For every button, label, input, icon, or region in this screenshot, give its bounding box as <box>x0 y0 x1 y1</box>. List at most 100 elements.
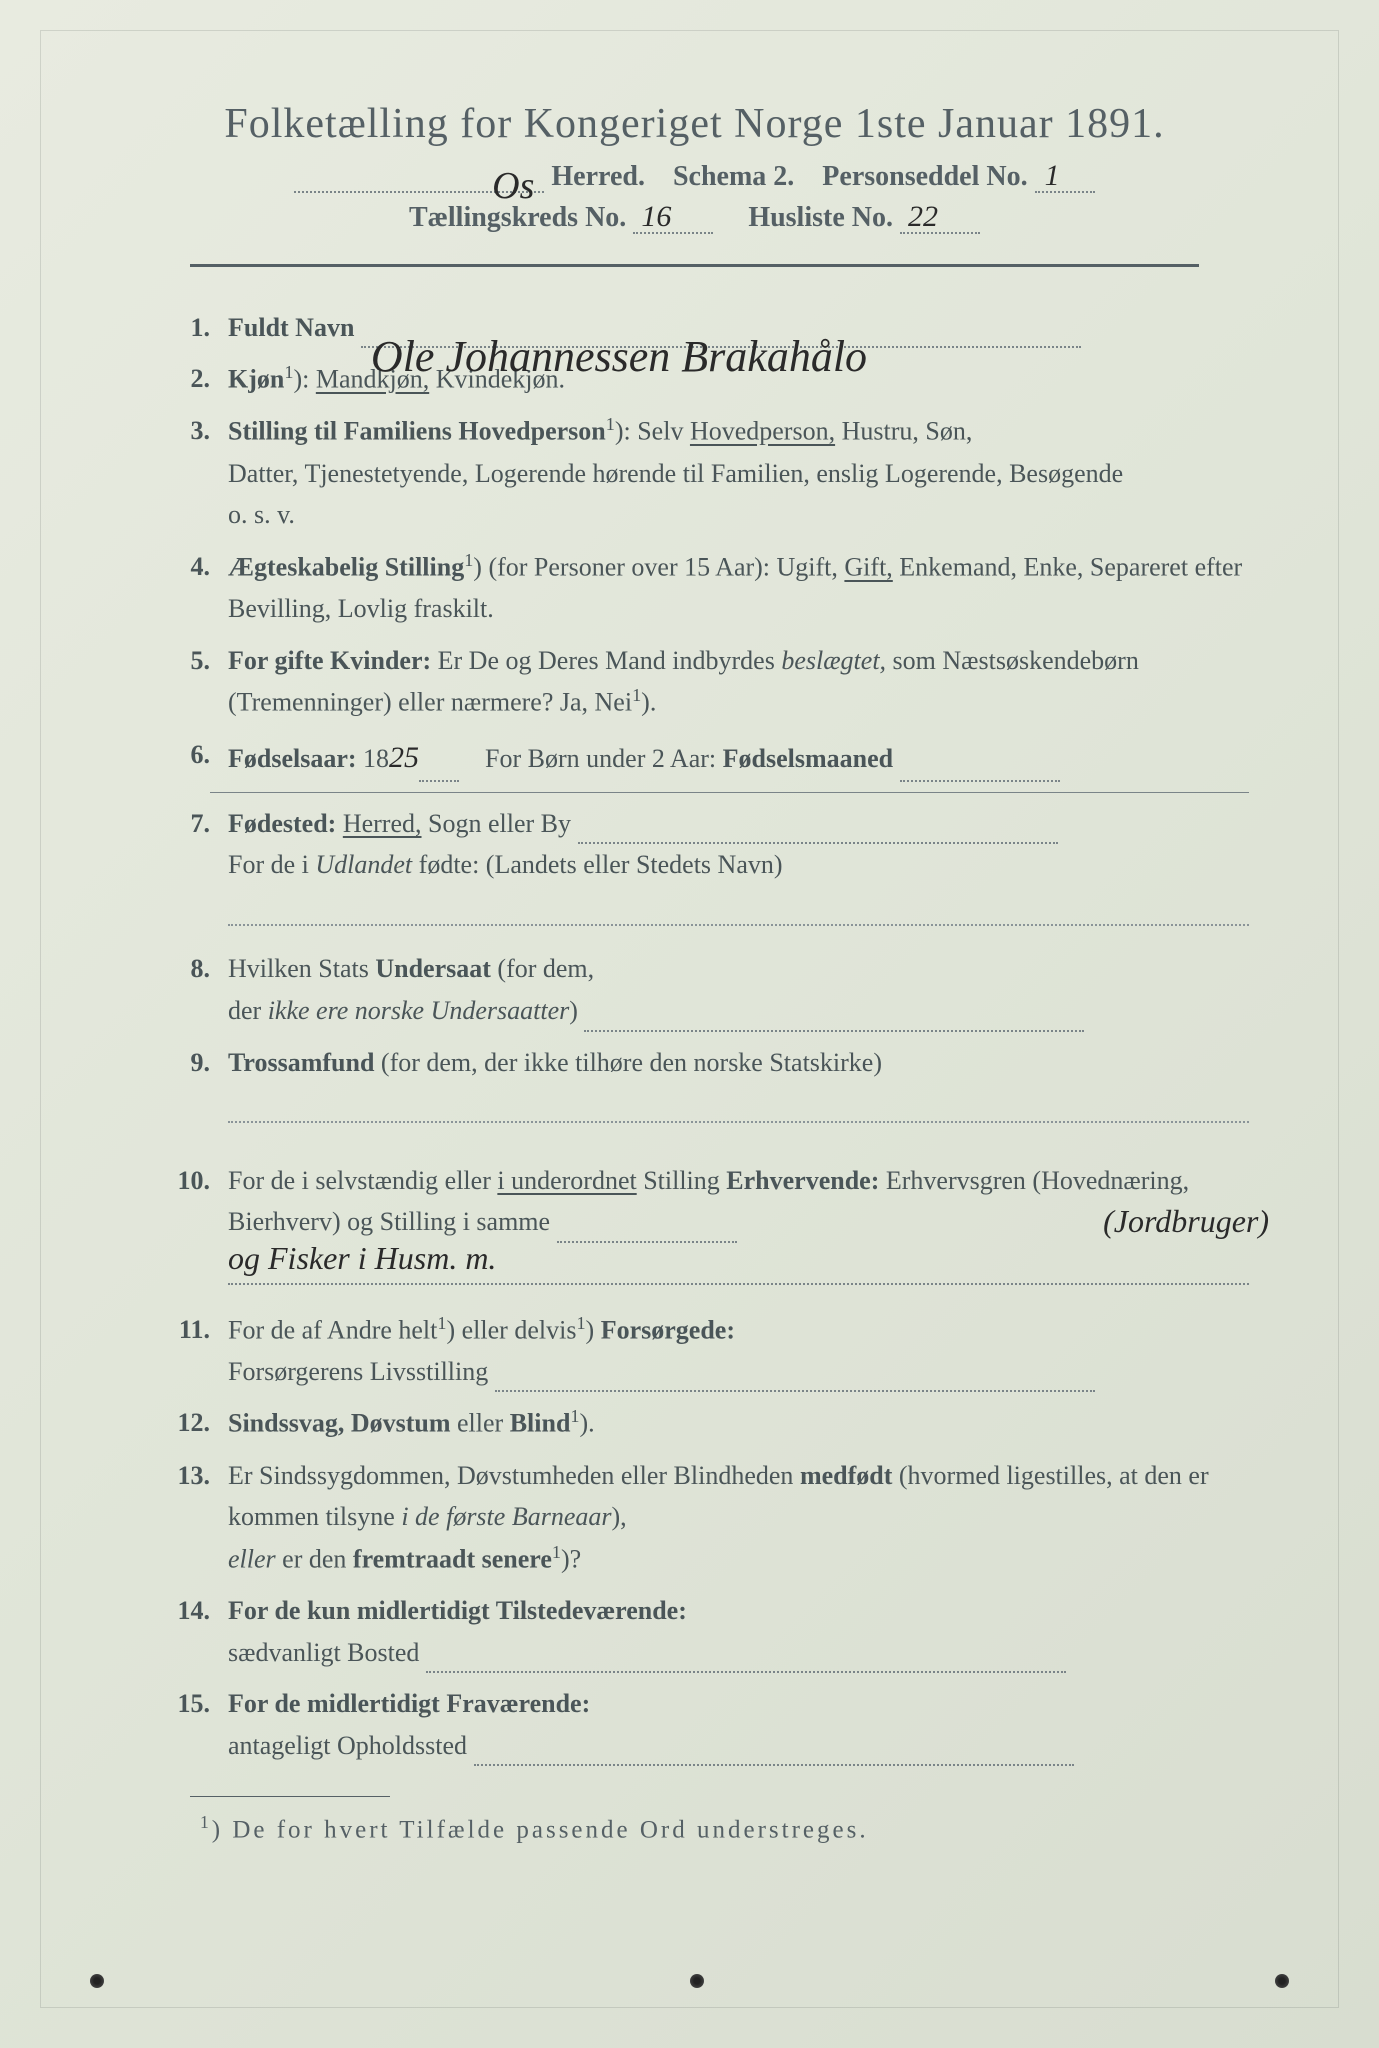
q3-sup: 1 <box>606 414 615 434</box>
q6-num: 6. <box>140 734 228 782</box>
q6-year-prefix: 18 <box>363 744 389 773</box>
footnote-rule <box>190 1796 390 1797</box>
q7-num: 7. <box>140 803 228 939</box>
q10-hw2: og Fisker i Husm. m. <box>228 1233 496 1284</box>
q6-month-fill <box>900 751 1060 782</box>
page-title: Folketælling for Kongeriget Norge 1ste J… <box>140 100 1249 148</box>
q1-label: Fuldt Navn <box>228 313 354 342</box>
q9-num: 9. <box>140 1042 228 1136</box>
q2-num: 2. <box>140 358 228 400</box>
pin-left <box>90 1974 104 1988</box>
header-rule <box>190 264 1199 267</box>
footnote: 1) De for hvert Tilfælde passende Ord un… <box>200 1812 1249 1844</box>
q11-sup2: 1 <box>576 1313 585 1333</box>
q7-text1: Sogn eller By <box>428 809 571 838</box>
q1-handwritten: Ole Johannessen Brakahålo <box>371 322 867 351</box>
herred-fill: Os <box>294 160 544 193</box>
pin-right <box>1275 1974 1289 1988</box>
q15-line2: antageligt Opholdssted <box>228 1731 467 1760</box>
q8-ikke: ikke ere norske Undersaatter <box>268 996 570 1025</box>
q4-gift: Gift, <box>844 553 892 582</box>
q12-label2: Blind <box>510 1409 571 1438</box>
personseddel-label: Personseddel No. <box>822 161 1027 192</box>
q7-line2: For de i <box>228 850 309 879</box>
q13-text3: ), <box>611 1502 626 1531</box>
q12-label: Sindssvag, Døvstum <box>228 1409 451 1438</box>
personseddel-fill: 1 <box>1035 160 1095 193</box>
q4-text1: ) (for Personer over 15 Aar): Ugift, <box>473 553 838 582</box>
pin-center <box>690 1974 704 1988</box>
q4-sup: 1 <box>464 550 473 570</box>
q13-num: 13. <box>140 1455 228 1580</box>
question-3: 3. Stilling til Familiens Hovedperson1):… <box>140 410 1249 535</box>
question-7: 7. Fødested: Herred, Sogn eller By For d… <box>140 803 1249 939</box>
q7-label: Fødested: <box>228 809 336 838</box>
q6-rule <box>210 792 1249 793</box>
question-6: 6. Fødselsaar: 1825 For Børn under 2 Aar… <box>140 734 1249 782</box>
husliste-no: 22 <box>908 200 938 234</box>
q13-label: medfødt <box>800 1461 892 1490</box>
herred-label: Herred. <box>551 161 645 192</box>
question-1: 1. Fuldt Navn Ole Johannessen Brakahålo <box>140 307 1249 349</box>
q7-dotline <box>228 898 1249 926</box>
question-12: 12. Sindssvag, Døvstum eller Blind1). <box>140 1402 1249 1444</box>
kreds-fill: 16 <box>633 201 713 234</box>
q10-under: i underordnet <box>497 1166 636 1195</box>
q8-text1: Hvilken Stats <box>228 954 369 983</box>
q13-ital: i de første Barneaar <box>401 1502 611 1531</box>
q14-line2: sædvanligt Bosted <box>228 1638 419 1667</box>
q11-label: Forsørgede: <box>601 1315 735 1344</box>
q13-label2: fremtraadt senere <box>353 1544 552 1573</box>
q11-num: 11. <box>140 1309 228 1393</box>
q1-num: 1. <box>140 307 228 349</box>
q7-fill <box>578 814 1058 845</box>
q8-text2: (for dem, <box>497 954 594 983</box>
q5-num: 5. <box>140 640 228 724</box>
q3-text1: ): Selv <box>615 417 684 446</box>
q13-line3a: eller <box>228 1544 276 1573</box>
q7-herred: Herred, <box>343 809 422 838</box>
personseddel-no: 1 <box>1045 159 1060 193</box>
q10-fill1 <box>557 1212 737 1243</box>
footnote-text: ) De for hvert Tilfælde passende Ord und… <box>212 1817 869 1844</box>
q5-label: For gifte Kvinder: <box>228 646 431 675</box>
q4-label: Ægteskabelig Stilling <box>228 553 464 582</box>
q3-label: Stilling til Familiens Hovedperson <box>228 417 606 446</box>
census-form-page: Folketælling for Kongeriget Norge 1ste J… <box>0 0 1379 2048</box>
q15-num: 15. <box>140 1683 228 1766</box>
q3-num: 3. <box>140 410 228 535</box>
q3-line3: o. s. v. <box>228 500 295 529</box>
q10-fill2: og Fisker i Husm. m. <box>228 1254 1249 1285</box>
q3-hoved: Hovedperson, <box>690 417 835 446</box>
husliste-fill: 22 <box>900 201 980 234</box>
q10-text1: For de i selvstændig eller <box>228 1166 491 1195</box>
schema-label: Schema 2. <box>673 161 794 192</box>
q15-fill <box>474 1736 1074 1767</box>
question-9: 9. Trossamfund (for dem, der ikke tilhør… <box>140 1042 1249 1136</box>
q12-sup: 1 <box>570 1406 579 1426</box>
header-line-2: Tællingskreds No. 16 Husliste No. 22 <box>140 201 1249 234</box>
q9-dotline <box>228 1095 1249 1123</box>
q14-fill <box>426 1643 1066 1674</box>
q4-num: 4. <box>140 546 228 630</box>
q10-num: 10. <box>140 1160 228 1285</box>
q7-text2: fødte: (Landets eller Stedets Navn) <box>419 850 783 879</box>
question-11: 11. For de af Andre helt1) eller delvis1… <box>140 1309 1249 1393</box>
q5-besl: beslægtet, <box>781 646 886 675</box>
q11-text2: ) eller delvis <box>446 1315 576 1344</box>
question-14: 14. For de kun midlertidigt Tilstedevære… <box>140 1590 1249 1673</box>
q8-num: 8. <box>140 948 228 1031</box>
q6-text2: For Børn under 2 Aar: <box>485 744 716 773</box>
q7-udl: Udlandet <box>315 850 412 879</box>
q12-num: 12. <box>140 1402 228 1444</box>
q10-hw1: (Jordbruger) <box>1103 1196 1269 1247</box>
question-10: 10. For de i selvstændig eller i underor… <box>140 1160 1249 1285</box>
q9-label: Trossamfund <box>228 1048 374 1077</box>
q2-sup: 1 <box>284 362 293 382</box>
q14-label: For de kun midlertidigt Tilstedeværende: <box>228 1596 687 1625</box>
q13-sup: 1 <box>552 1542 561 1562</box>
q2-label: Kjøn <box>228 365 284 394</box>
q5-text1: Er De og Deres Mand indbyrdes <box>438 646 775 675</box>
q12-text1: eller <box>457 1409 503 1438</box>
q6-year-fill <box>419 751 459 782</box>
